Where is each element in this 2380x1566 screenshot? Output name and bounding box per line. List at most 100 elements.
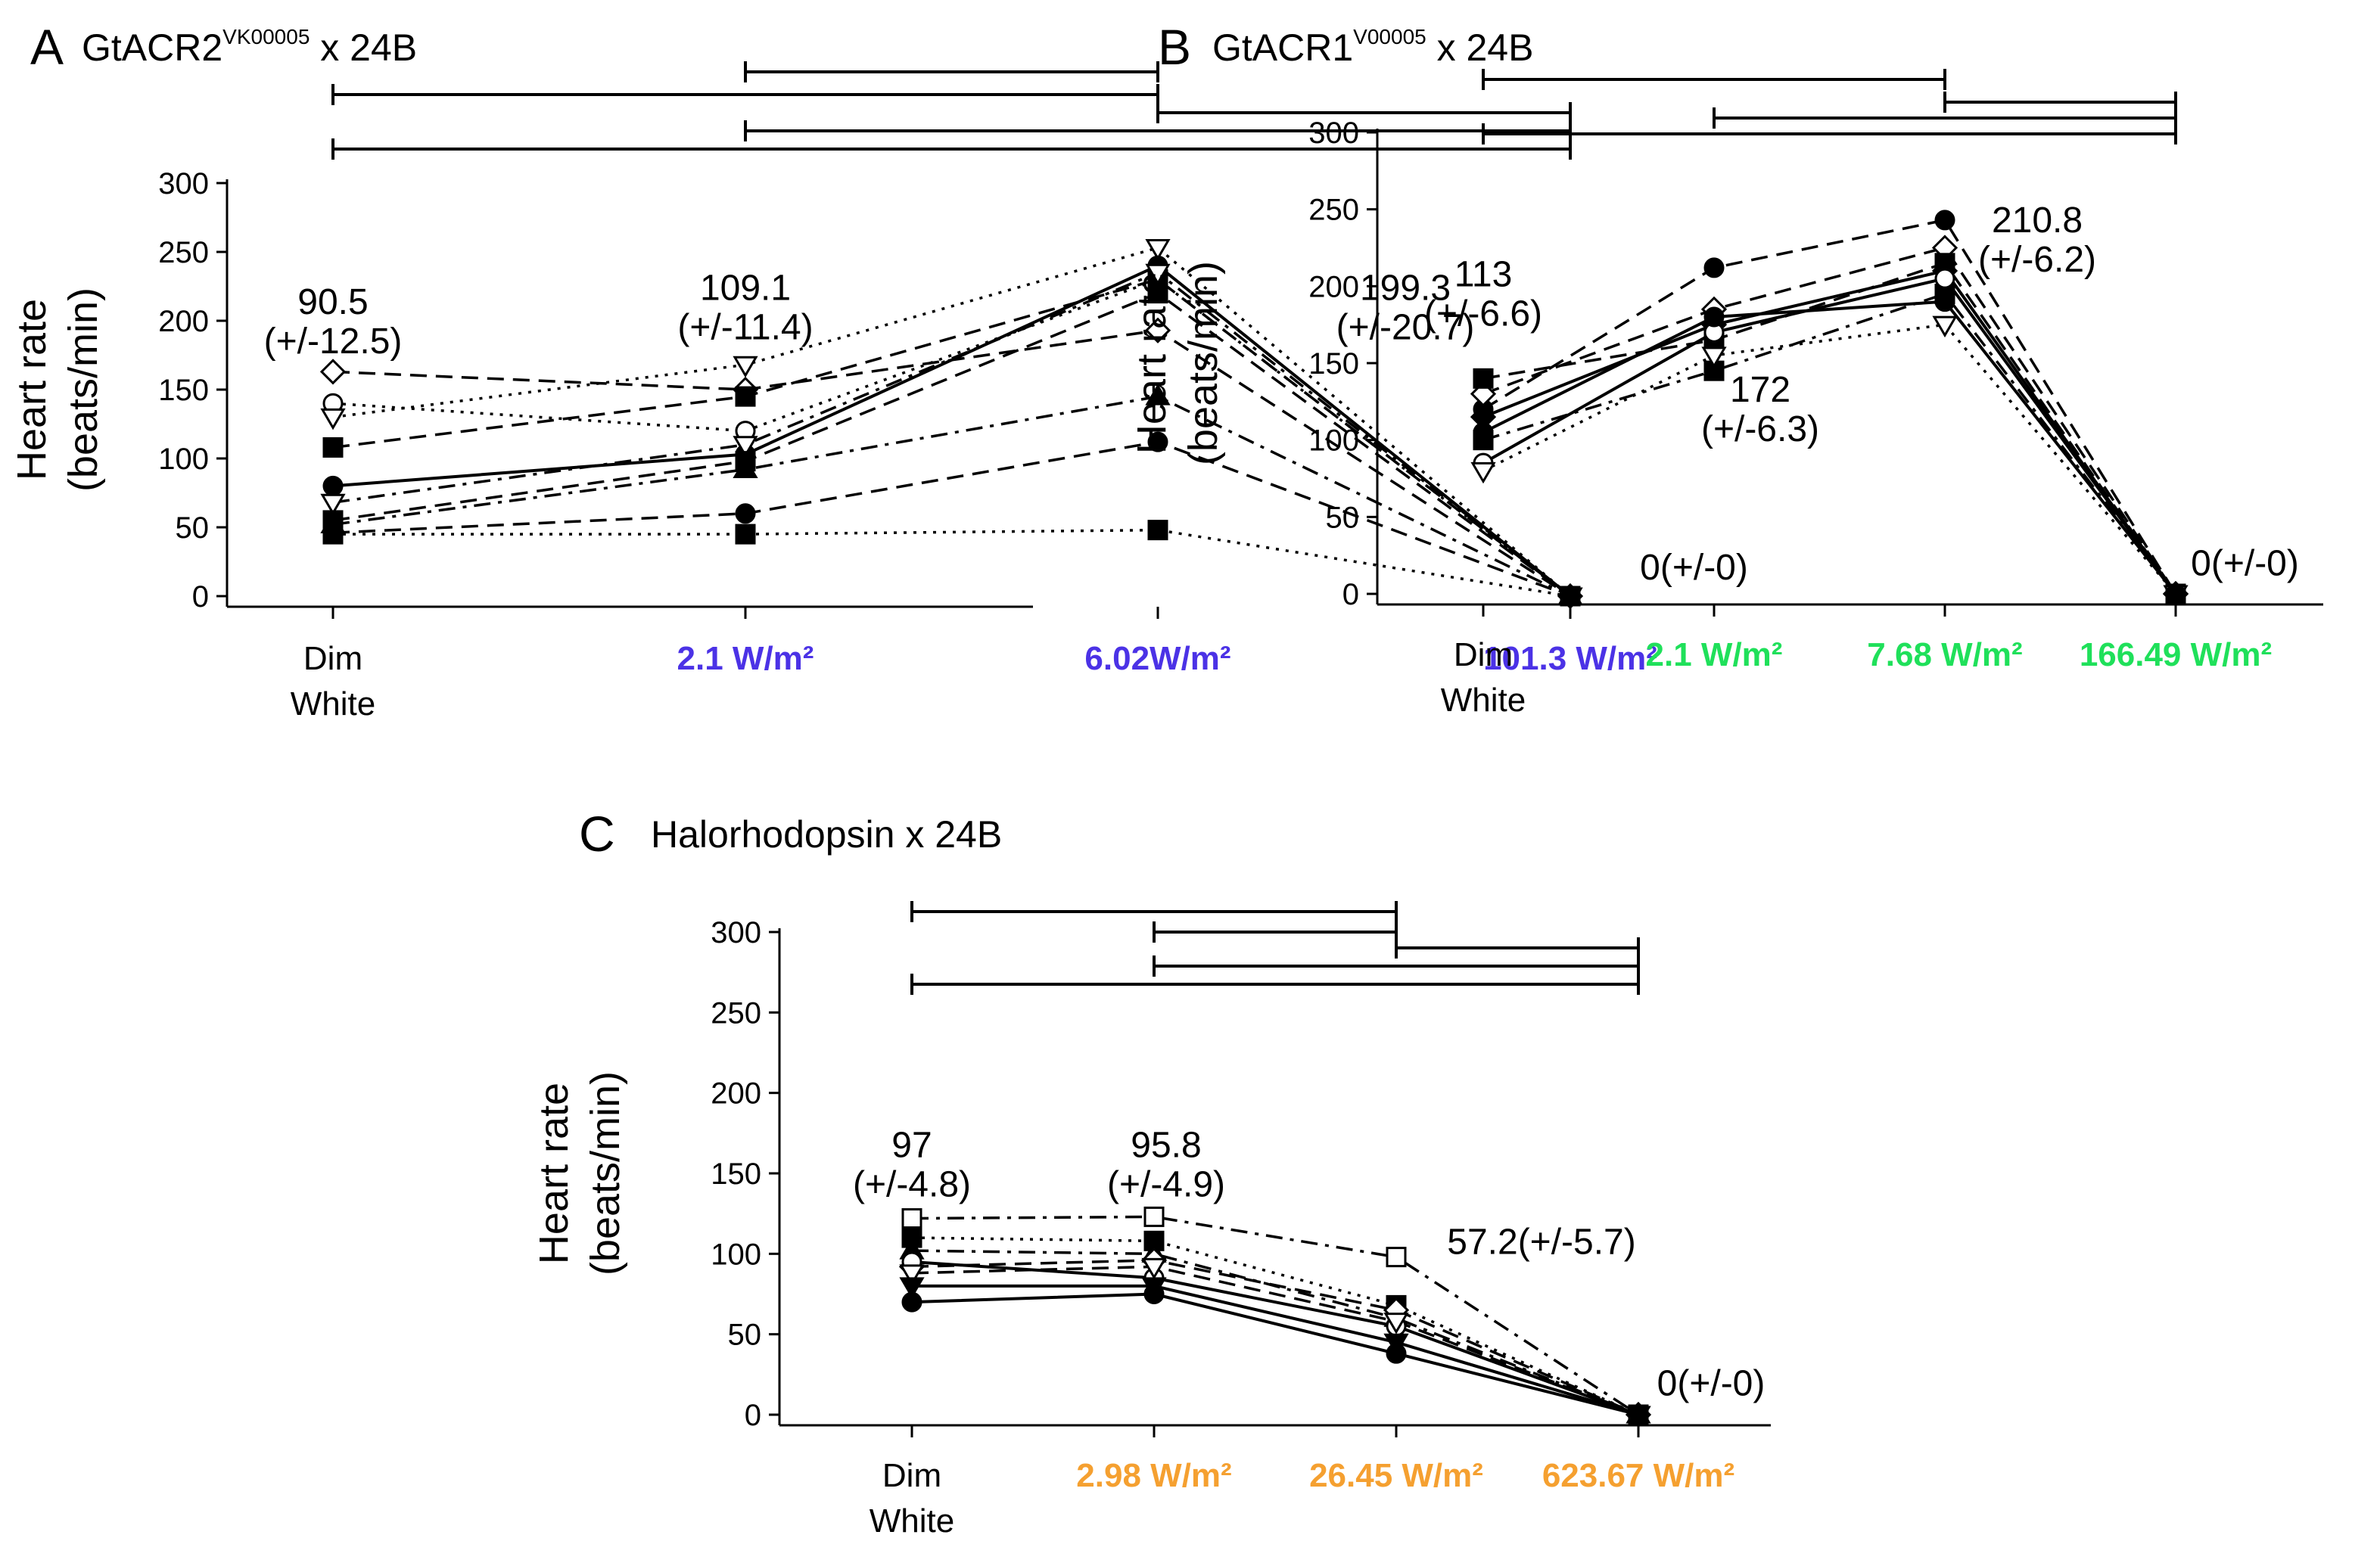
- mean-annotation: 113 (+/-6.6): [1424, 254, 1542, 334]
- panel-b: B GtACR1V00005 x 24B 0 50 100 150 200 250 300 D…: [1129, 19, 2323, 719]
- panel-c-title: Halorhodopsin x 24B: [651, 813, 1002, 856]
- series-line: [332, 246, 1572, 598]
- x-category-label: Dim White: [870, 1457, 954, 1540]
- data-point: [735, 524, 756, 545]
- series-line: [333, 528, 1571, 598]
- series-line: [1482, 276, 2177, 595]
- data-point: [1147, 431, 1168, 452]
- panel-c-letter: C: [579, 806, 615, 862]
- data-point: [320, 408, 346, 430]
- data-point: [1141, 1257, 1167, 1280]
- series-line: [911, 1265, 1639, 1416]
- data-point: [1386, 1247, 1407, 1268]
- data-point: [1934, 268, 1955, 289]
- data-point: [733, 436, 758, 458]
- data-point: [899, 1264, 925, 1286]
- significance-bracket: [744, 61, 1159, 82]
- y-tick-label: 150: [711, 1157, 761, 1191]
- panel-b-title: GtACR1V00005 x 24B: [1212, 25, 1533, 69]
- mean-annotation: 199.3 (+/-20.7): [1336, 269, 1475, 348]
- data-point: [322, 437, 344, 458]
- series-line: [1482, 246, 2177, 595]
- data-point: [322, 475, 344, 496]
- data-point: [1145, 384, 1171, 405]
- significance-bracket: [1482, 123, 2177, 144]
- series-line: [332, 278, 1572, 598]
- y-tick-label: 250: [158, 236, 209, 269]
- y-tick-label: 200: [1308, 270, 1359, 303]
- y-tick-label: 100: [158, 443, 209, 476]
- data-point: [1145, 263, 1171, 286]
- y-tick-label: 300: [711, 916, 761, 949]
- data-point: [1143, 1206, 1165, 1227]
- series-line: [1482, 323, 2177, 595]
- data-point: [1144, 317, 1171, 343]
- y-axis-label: Heart rate: [9, 299, 54, 480]
- y-tick-label: 100: [711, 1238, 761, 1271]
- data-point: [1703, 257, 1725, 278]
- mean-annotation: 0(+/-0): [2191, 544, 2299, 584]
- x-category-label: 101.3 W/m²: [1483, 640, 1657, 677]
- data-point: [733, 356, 758, 378]
- series-line: [911, 1260, 1639, 1416]
- y-tick-label: 250: [711, 996, 761, 1030]
- series-line: [911, 1249, 1639, 1416]
- x-category-label: 6.02W/m²: [1084, 640, 1230, 677]
- data-point: [320, 493, 346, 516]
- mean-annotation: 97 (+/-4.8): [853, 1126, 971, 1205]
- y-axis-unit-label: (beats/min): [583, 1071, 628, 1275]
- mean-annotation: 90.5 (+/-12.5): [264, 282, 403, 362]
- mean-annotation: 0(+/-0): [1657, 1363, 1766, 1403]
- significance-bracket: [1156, 102, 1572, 123]
- x-category-label: 166.49 W/m²: [2080, 636, 2272, 673]
- significance-bracket: [744, 120, 1572, 141]
- y-tick-label: 0: [192, 580, 209, 614]
- panel-c: C Halorhodopsin x 24B 0 50 100 150 200 250 300…: [531, 806, 1771, 1540]
- significance-bracket: [1395, 937, 1640, 959]
- significance-bracket: [331, 84, 1159, 105]
- y-tick-label: 200: [158, 305, 209, 338]
- series-line: [332, 440, 1571, 598]
- data-point: [1386, 1343, 1407, 1364]
- y-tick-label: 50: [176, 511, 210, 545]
- series-line: [1482, 261, 2177, 595]
- data-point: [1560, 586, 1581, 607]
- data-point: [901, 1208, 922, 1229]
- data-point: [1470, 461, 1496, 484]
- panel-a: A GtACR2VK00005 x 24B 0 50 100 150 200 250 300…: [9, 19, 1748, 722]
- data-point: [1628, 1404, 1649, 1425]
- series-line: [332, 278, 1572, 598]
- series-line: [911, 1215, 1639, 1416]
- series-line: [332, 328, 1571, 598]
- series-line: [332, 291, 1572, 598]
- significance-bracket: [1482, 69, 1946, 90]
- data-point: [322, 524, 344, 545]
- significance-bracket: [331, 138, 1572, 160]
- series-line: [1482, 218, 2177, 595]
- x-category-label: 2.1 W/m²: [677, 640, 814, 677]
- data-point: [1145, 239, 1171, 261]
- panel-a-letter: A: [30, 19, 64, 75]
- data-point: [1703, 306, 1725, 328]
- mean-annotation: 172 (+/-6.3): [1701, 370, 1819, 449]
- data-point: [735, 386, 756, 407]
- y-tick-label: 100: [1308, 424, 1359, 458]
- data-point: [901, 1227, 922, 1248]
- y-tick-label: 0: [745, 1399, 761, 1432]
- data-point: [901, 1291, 922, 1313]
- data-point: [1383, 1313, 1409, 1335]
- data-point: [1934, 210, 1955, 231]
- mean-annotation: 57.2(+/-5.7): [1447, 1222, 1635, 1262]
- y-axis-label: Heart rate: [1129, 272, 1174, 454]
- y-axis-unit-label: (beats/min): [1181, 261, 1226, 465]
- data-point: [1147, 520, 1168, 541]
- y-tick-label: 50: [728, 1319, 762, 1352]
- y-axis-unit-label: (beats/min): [61, 287, 106, 492]
- panel-b-letter: B: [1158, 19, 1191, 75]
- data-point: [1701, 346, 1727, 368]
- y-tick-label: 0: [1342, 578, 1359, 611]
- mean-annotation: 0(+/-0): [1640, 548, 1748, 588]
- x-category-label: 2.1 W/m²: [1646, 636, 1783, 673]
- y-tick-label: 50: [1326, 501, 1360, 534]
